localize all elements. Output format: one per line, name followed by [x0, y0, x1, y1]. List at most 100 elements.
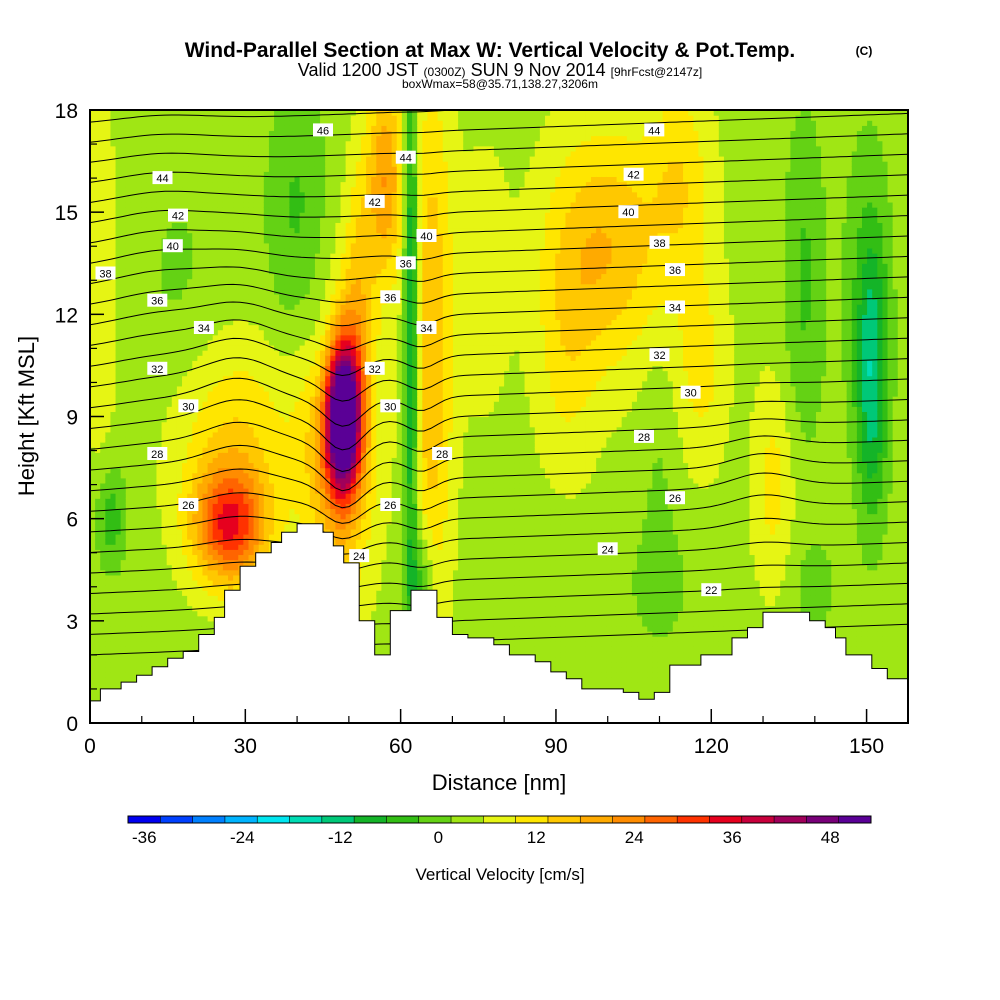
w-cell: [177, 590, 183, 596]
w-cell: [172, 136, 178, 142]
w-cell: [182, 442, 188, 448]
w-cell: [110, 141, 116, 147]
w-cell: [146, 488, 152, 494]
w-cell: [156, 136, 162, 142]
w-cell: [172, 611, 178, 617]
w-cell: [192, 488, 198, 494]
w-cell: [167, 222, 173, 228]
w-cell: [172, 130, 178, 136]
w-cell: [182, 386, 188, 392]
w-cell: [167, 641, 173, 647]
w-cell: [126, 182, 132, 188]
w-cell: [177, 345, 183, 351]
w-cell: [116, 355, 122, 361]
w-cell: [100, 437, 106, 443]
w-cell: [126, 284, 132, 290]
w-cell: [177, 493, 183, 499]
w-cell: [116, 503, 122, 509]
w-cell: [105, 294, 111, 300]
w-cell: [182, 590, 188, 596]
w-cell: [156, 539, 162, 545]
w-cell: [116, 289, 122, 295]
w-cell: [141, 197, 147, 203]
w-cell: [121, 575, 127, 581]
w-cell: [156, 192, 162, 198]
w-cell: [146, 350, 152, 356]
w-cell: [146, 641, 152, 647]
w-cell: [172, 115, 178, 121]
w-cell: [110, 646, 116, 652]
w-cell: [126, 319, 132, 325]
w-cell: [167, 263, 173, 269]
plot-area: 4442403836343230282646444240363634323028…: [90, 93, 909, 724]
w-cell: [187, 330, 193, 336]
w-cell: [100, 192, 106, 198]
w-cell: [172, 253, 178, 259]
w-cell: [151, 621, 157, 627]
w-cell: [110, 616, 116, 622]
w-cell: [121, 222, 127, 228]
w-cell: [110, 345, 116, 351]
w-cell: [105, 330, 111, 336]
w-cell: [105, 314, 111, 320]
w-cell: [121, 636, 127, 642]
w-cell: [141, 187, 147, 193]
w-cell: [146, 381, 152, 387]
w-cell: [110, 376, 116, 382]
w-cell: [136, 360, 142, 366]
w-cell: [162, 166, 168, 172]
w-cell: [131, 243, 137, 249]
w-cell: [121, 544, 127, 550]
w-cell: [121, 279, 127, 285]
w-cell: [182, 585, 188, 591]
w-cell: [105, 371, 111, 377]
w-cell: [116, 457, 122, 463]
w-cell: [136, 187, 142, 193]
w-cell: [192, 136, 198, 142]
w-cell: [146, 560, 152, 566]
w-cell: [95, 462, 101, 468]
w-cell: [131, 268, 137, 274]
w-cell: [177, 294, 183, 300]
w-cell: [121, 309, 127, 315]
w-cell: [116, 631, 122, 637]
w-cell: [105, 207, 111, 213]
w-cell: [126, 217, 132, 223]
w-cell: [126, 662, 132, 668]
w-cell: [162, 314, 168, 320]
w-cell: [131, 452, 137, 458]
w-cell: [146, 335, 152, 341]
w-cell: [146, 217, 152, 223]
w-cell: [116, 391, 122, 397]
w-cell: [116, 411, 122, 417]
w-cell: [126, 534, 132, 540]
w-cell: [172, 335, 178, 341]
w-cell: [156, 396, 162, 402]
w-cell: [187, 192, 193, 198]
w-cell: [136, 406, 142, 412]
w-cell: [110, 529, 116, 535]
w-cell: [162, 115, 168, 121]
w-cell: [95, 560, 101, 566]
w-cell: [146, 279, 152, 285]
w-cell: [141, 238, 147, 244]
w-cell: [177, 519, 183, 525]
w-cell: [162, 580, 168, 586]
w-cell: [177, 570, 183, 576]
w-cell: [121, 457, 127, 463]
w-cell: [121, 493, 127, 499]
w-cell: [100, 284, 106, 290]
w-cell: [187, 125, 193, 131]
w-cell: [105, 396, 111, 402]
w-cell: [146, 156, 152, 162]
w-cell: [121, 299, 127, 305]
w-cell: [167, 304, 173, 310]
w-cell: [182, 631, 188, 637]
w-cell: [172, 457, 178, 463]
w-cell: [121, 314, 127, 320]
w-cell: [172, 539, 178, 545]
w-cell: [162, 355, 168, 361]
w-cell: [95, 294, 101, 300]
w-cell: [162, 197, 168, 203]
w-cell: [105, 166, 111, 172]
